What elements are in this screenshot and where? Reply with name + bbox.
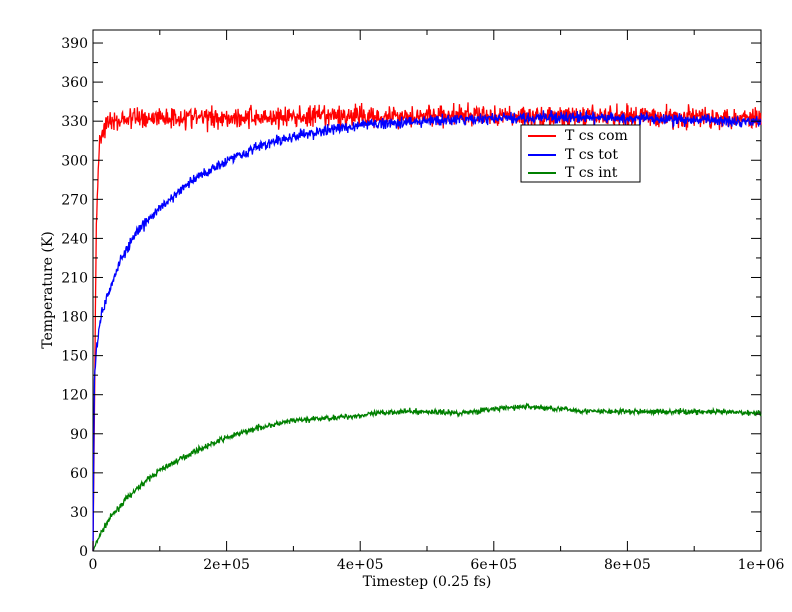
y-tick-label: 90 xyxy=(70,427,88,443)
y-tick-label: 240 xyxy=(61,231,88,247)
y-tick-label: 180 xyxy=(61,310,88,326)
series-layer xyxy=(92,102,762,552)
y-tick-label: 60 xyxy=(70,466,88,482)
y-tick-label: 300 xyxy=(61,153,88,169)
legend-label-tot: T cs tot xyxy=(565,147,618,163)
y-tick-label: 360 xyxy=(61,75,88,91)
legend-label-int: T cs int xyxy=(565,165,618,181)
series-line-T-cs-tot xyxy=(92,109,762,552)
y-tick-label: 210 xyxy=(61,270,88,286)
y-tick-label: 150 xyxy=(61,349,88,365)
x-tick-label: 0 xyxy=(89,557,98,573)
x-tick-label: 8e+05 xyxy=(604,557,651,573)
x-tick-label: 6e+05 xyxy=(470,557,517,573)
x-tick-label: 2e+05 xyxy=(203,557,250,573)
y-tick-labels: 0 30 60 90 120 150 180 210 240 270 300 330 360 390 xyxy=(61,36,88,560)
y-tick-label: 270 xyxy=(61,192,88,208)
x-tick-labels: 0 2e+05 4e+05 6e+05 8e+05 1e+06 xyxy=(89,557,785,573)
legend-label-com: T cs com xyxy=(565,128,628,144)
y-axis-title: Temperature (K) xyxy=(40,231,56,349)
x-tick-label: 4e+05 xyxy=(337,557,384,573)
y-tick-label: 120 xyxy=(61,388,88,404)
x-tick-label: 1e+06 xyxy=(738,557,785,573)
y-tick-label: 330 xyxy=(61,114,88,130)
y-tick-label: 0 xyxy=(79,544,88,560)
y-tick-label: 390 xyxy=(61,36,88,52)
plot-frame xyxy=(92,29,762,552)
legend: T cs com T cs tot T cs int xyxy=(520,124,641,183)
x-axis-title: Timestep (0.25 fs) xyxy=(363,574,492,590)
ticks-layer xyxy=(92,30,762,552)
series-line-T-cs-int xyxy=(92,402,762,552)
series-line-T-cs-com xyxy=(92,102,762,552)
y-tick-label: 30 xyxy=(70,505,88,521)
